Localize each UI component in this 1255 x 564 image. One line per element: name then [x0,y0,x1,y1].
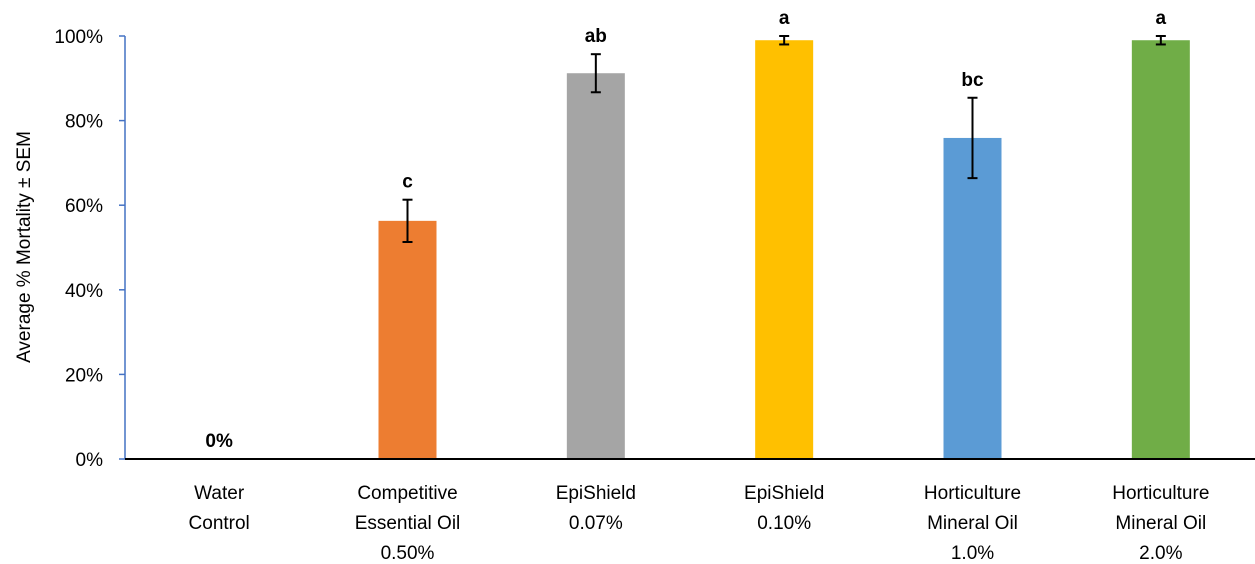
x-category-label: EpiShield [744,483,824,504]
x-category-label: Essential Oil [355,513,461,534]
bars-group [378,40,1190,459]
x-category-label: 0.07% [569,513,623,534]
x-category-label: Mineral Oil [927,513,1018,534]
significance-labels-group: 0% c ab a bc a [205,8,1166,452]
y-axis-ticks: 0% 20% 40% 60% 80% 100% [54,27,125,471]
x-category-label: Competitive [357,483,457,504]
x-category-label: 2.0% [1139,543,1182,564]
bar [566,73,625,459]
x-category-label: Control [189,513,250,534]
x-axis-labels-group: Water Control Competitive Essential Oil 0.50… [189,483,1210,564]
x-category-label: Horticulture [1112,483,1209,504]
significance-label: ab [585,26,607,47]
significance-label: a [779,8,790,29]
y-tick-label: 40% [65,281,103,302]
significance-label: 0% [205,431,233,452]
significance-label: bc [961,70,984,91]
significance-label: c [402,172,413,193]
x-category-label: Mineral Oil [1115,513,1206,534]
y-tick-label: 20% [65,365,103,386]
bar [943,137,1002,459]
x-category-label: EpiShield [556,483,636,504]
y-axis-title-group: Average % Mortality ± SEM [14,131,35,363]
y-axis-title: Average % Mortality ± SEM [14,131,35,363]
y-tick-label: 80% [65,112,103,133]
x-category-label: Horticulture [924,483,1021,504]
bar [755,40,814,459]
error-bars-group [402,35,1166,244]
bar [378,220,437,459]
x-category-label: 0.50% [381,543,435,564]
x-category-label: 1.0% [951,543,994,564]
x-category-label: Water [194,483,245,504]
y-tick-label: 0% [76,450,104,471]
x-category-label: 0.10% [757,513,811,534]
y-tick-label: 60% [65,196,103,217]
significance-label: a [1156,8,1167,29]
y-tick-label: 100% [54,27,103,48]
bar [1131,40,1190,459]
